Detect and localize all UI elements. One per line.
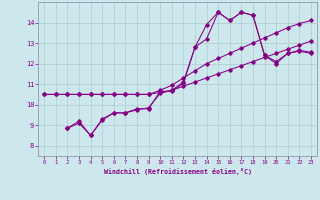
- X-axis label: Windchill (Refroidissement éolien,°C): Windchill (Refroidissement éolien,°C): [104, 168, 252, 175]
